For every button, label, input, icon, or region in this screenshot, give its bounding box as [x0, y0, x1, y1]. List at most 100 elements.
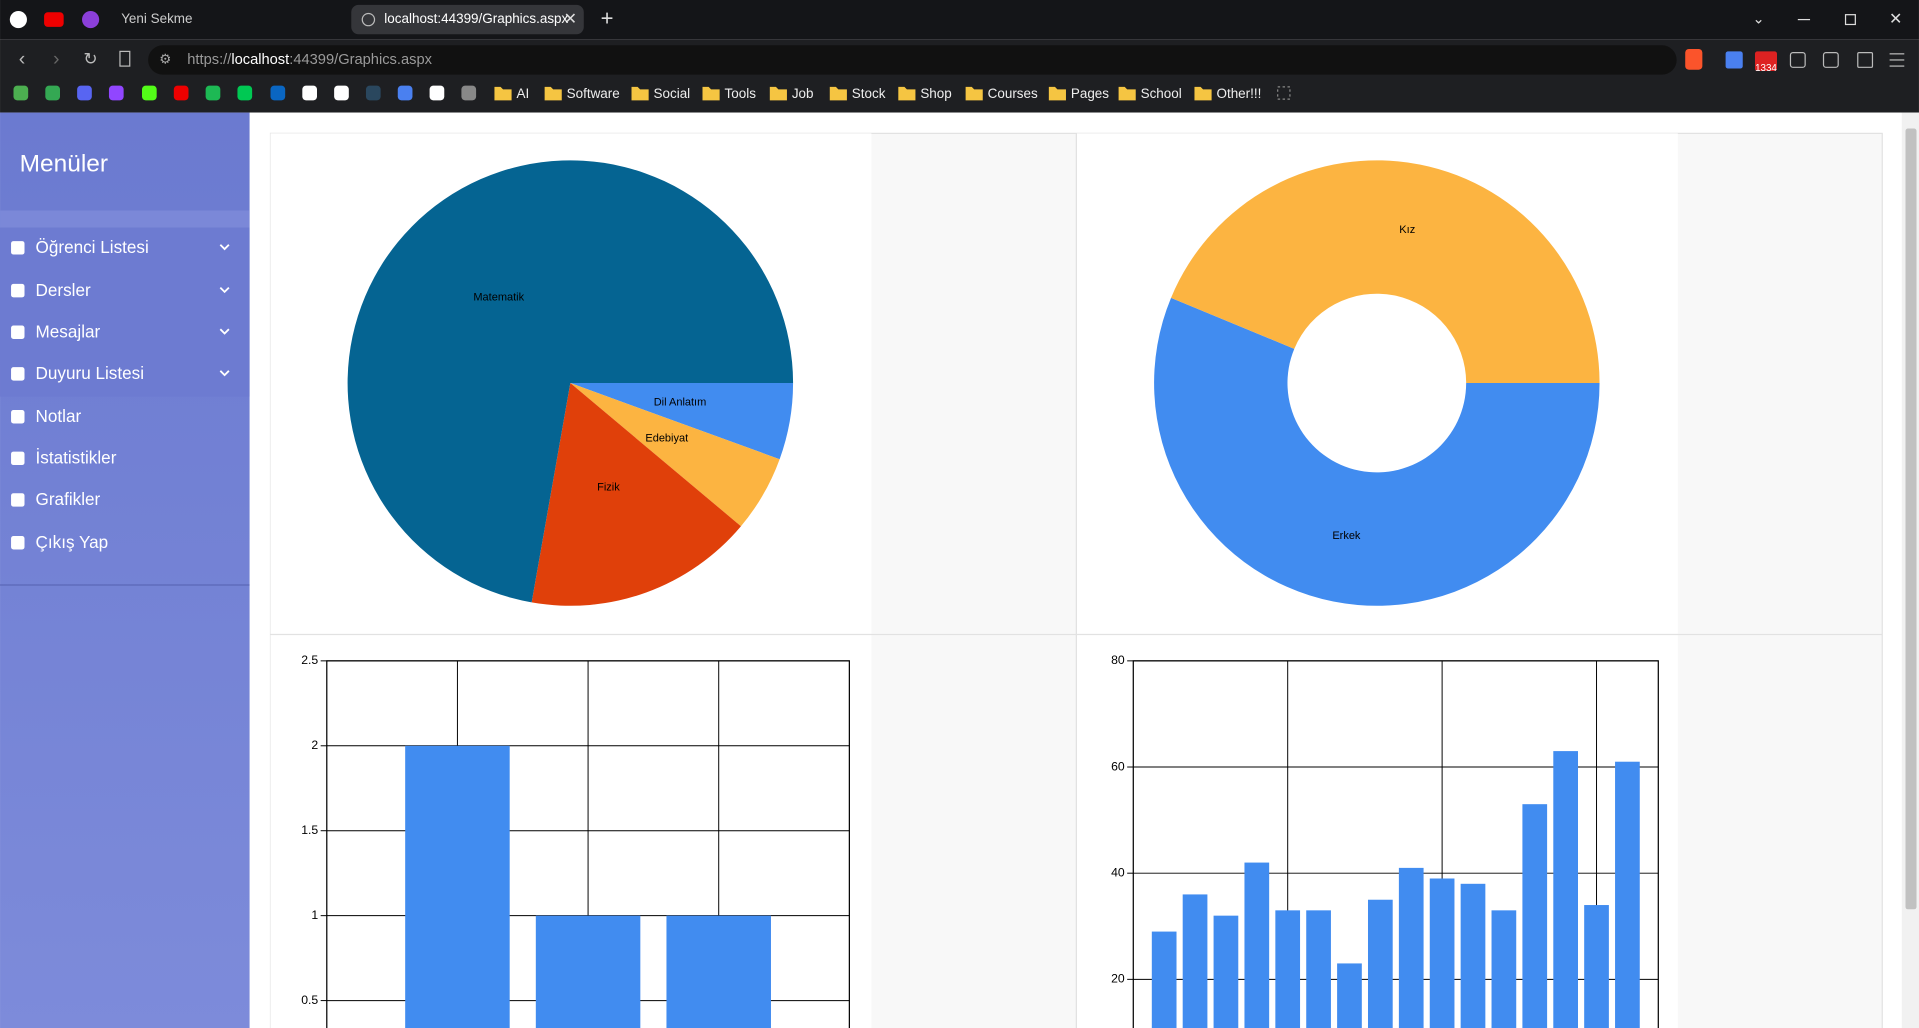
- folder-icon[interactable]: [1194, 86, 1212, 101]
- url-scheme: https://: [187, 52, 232, 68]
- folder-icon[interactable]: [702, 86, 720, 101]
- bookmark-icon[interactable]: [45, 85, 60, 101]
- bookmark-folder[interactable]: Stock: [852, 86, 886, 101]
- menu-icon: [11, 325, 25, 339]
- y-tick-label: 2.5: [301, 653, 318, 667]
- bookmark-icon[interactable]: [302, 85, 317, 101]
- tab-close[interactable]: ✕: [564, 11, 577, 28]
- menu-item[interactable]: Çıkış Yap: [36, 532, 109, 552]
- bookmark-icon[interactable]: [270, 85, 286, 101]
- close[interactable]: ✕: [1889, 11, 1902, 28]
- back[interactable]: ‹: [19, 48, 26, 70]
- new-tab[interactable]: +: [601, 5, 614, 30]
- bar: [1615, 761, 1640, 1028]
- folder-icon[interactable]: [829, 86, 847, 101]
- menu-item[interactable]: Mesajlar: [36, 321, 101, 341]
- bar: [1522, 804, 1548, 1028]
- ext-icon[interactable]: [1725, 51, 1743, 69]
- slice-label: Kız: [1399, 224, 1415, 236]
- bookmark-icon[interactable]: [397, 85, 413, 101]
- bookmark-folder[interactable]: Tools: [725, 86, 757, 101]
- tab-icon[interactable]: [44, 12, 64, 27]
- y-tick-label: 20: [1111, 972, 1125, 986]
- tab-menu[interactable]: ⌄: [1752, 11, 1764, 27]
- menu-icon: [11, 493, 25, 507]
- bookmark-folder[interactable]: Job: [792, 86, 814, 101]
- ext-icon[interactable]: [1789, 52, 1806, 68]
- folder-icon[interactable]: [898, 86, 916, 101]
- bookmark-icon[interactable]: [429, 85, 445, 101]
- tab-icon[interactable]: [9, 11, 27, 29]
- bar: [666, 915, 771, 1028]
- chevron: [219, 244, 230, 251]
- bar: [1553, 751, 1578, 1028]
- slice: [347, 160, 794, 603]
- bar: [1213, 915, 1239, 1028]
- restore[interactable]: [1844, 14, 1856, 26]
- bookmark-icon[interactable]: [77, 85, 92, 101]
- bookmark-folder[interactable]: Social: [654, 86, 691, 101]
- bookmark-folder[interactable]: Courses: [988, 86, 1038, 101]
- bookmark-icon[interactable]: [237, 85, 253, 101]
- folder-icon[interactable]: [965, 86, 983, 101]
- bookmark-icon[interactable]: [13, 85, 29, 101]
- menu-item[interactable]: İstatistikler: [36, 447, 117, 467]
- tab-icon[interactable]: [82, 11, 100, 29]
- bookmark-folder[interactable]: Software: [567, 86, 620, 101]
- active-tab[interactable]: [351, 4, 584, 35]
- tab-bar: [0, 0, 1919, 40]
- bar: [1491, 910, 1517, 1028]
- folder-icon[interactable]: [631, 86, 649, 101]
- brave-icon[interactable]: [1685, 48, 1703, 70]
- ext-icon[interactable]: [1754, 51, 1778, 71]
- folder-icon[interactable]: [1048, 86, 1066, 101]
- url-path: :44399/Graphics.aspx: [289, 52, 432, 68]
- url-box[interactable]: [148, 45, 1677, 75]
- bookmark-folder[interactable]: Shop: [920, 86, 951, 101]
- menu-item[interactable]: Dersler: [36, 280, 91, 300]
- y-tick-label: 80: [1111, 653, 1125, 667]
- url-host: localhost: [231, 52, 289, 68]
- bookmark-folder[interactable]: Pages: [1071, 86, 1109, 101]
- menu-item[interactable]: Grafikler: [36, 489, 101, 509]
- bookmark-icon[interactable]: [108, 85, 124, 101]
- menu-item[interactable]: Duyuru Listesi: [36, 363, 145, 383]
- sidebar-icon[interactable]: [1857, 52, 1874, 68]
- slice: [570, 383, 794, 460]
- chevron: [219, 286, 230, 294]
- bar: [535, 915, 641, 1028]
- forward[interactable]: ›: [53, 48, 60, 70]
- bookmark-icon[interactable]: [1277, 86, 1291, 100]
- bookmark-icon[interactable]: [141, 85, 157, 101]
- folder-icon[interactable]: [494, 86, 512, 101]
- menu-item[interactable]: Öğrenci Listesi: [36, 237, 149, 257]
- tab-title[interactable]: Yeni Sekme: [121, 11, 192, 26]
- bookmark-icon[interactable]: [461, 85, 477, 101]
- bar: [1367, 899, 1393, 1028]
- bookmark-folder[interactable]: School: [1141, 86, 1182, 101]
- folder-icon[interactable]: [769, 86, 787, 101]
- plot-frame: [326, 660, 850, 1028]
- folder-icon[interactable]: [544, 86, 562, 101]
- globe-icon: [361, 12, 376, 27]
- bar: [405, 745, 510, 1028]
- site-info[interactable]: ⚙: [159, 52, 171, 67]
- bookmark-folder[interactable]: Other!!!: [1217, 86, 1262, 101]
- scroll-thumb[interactable]: [1905, 128, 1917, 910]
- folder-icon[interactable]: [1118, 86, 1136, 101]
- tab-title[interactable]: localhost:44399/Graphics.aspx: [384, 11, 568, 26]
- bookmark-icon[interactable]: [334, 85, 349, 101]
- media-icon[interactable]: [1822, 52, 1839, 68]
- bookmark-icon[interactable]: [205, 85, 221, 101]
- menu-item[interactable]: Notlar: [36, 406, 82, 426]
- menu-icon: [11, 409, 25, 424]
- bookmark-icon[interactable]: [173, 85, 189, 101]
- chevron: [219, 328, 230, 335]
- menu-icon: [11, 283, 25, 298]
- slice: [1171, 160, 1600, 384]
- bookmark-icon[interactable]: [365, 85, 381, 101]
- bookmark[interactable]: [119, 50, 131, 67]
- reload[interactable]: ↻: [83, 48, 97, 68]
- bookmark-folder[interactable]: AI: [516, 86, 529, 101]
